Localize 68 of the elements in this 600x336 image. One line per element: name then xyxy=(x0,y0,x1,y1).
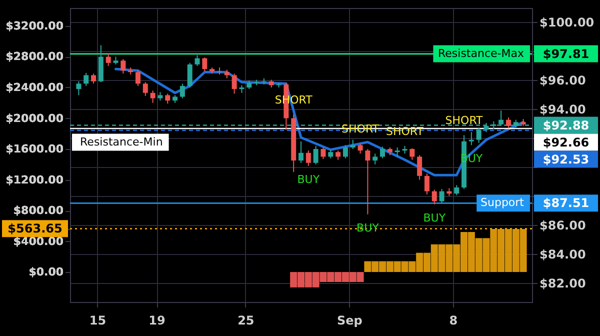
annotation: BUY xyxy=(356,221,380,234)
y-tick-label: $2400.00 xyxy=(6,80,64,94)
x-tick-label: 15 xyxy=(89,314,106,328)
candlestick xyxy=(342,144,348,159)
candlestick xyxy=(506,116,511,129)
candlestick xyxy=(320,146,326,160)
text: $92.53 xyxy=(542,152,590,166)
candlestick xyxy=(306,150,311,166)
y2-tick-label: $86.00 xyxy=(540,218,586,233)
candlestick xyxy=(135,70,140,86)
candlestick xyxy=(439,188,444,204)
ref-line-label: Support xyxy=(480,196,525,210)
candlestick xyxy=(410,148,415,160)
candlestick xyxy=(358,143,363,154)
candlestick xyxy=(165,93,170,104)
candlestick xyxy=(336,150,341,160)
candlestick xyxy=(432,189,437,205)
candlestick xyxy=(187,62,192,88)
candlestick xyxy=(120,58,126,74)
annotation: SHORT xyxy=(386,124,424,138)
candlestick xyxy=(76,80,82,96)
annotation: BUY xyxy=(297,172,320,186)
candlestick xyxy=(150,90,156,104)
text: $92.66 xyxy=(542,135,590,150)
candlestick xyxy=(424,173,430,195)
candlestick xyxy=(91,73,96,84)
candlestick xyxy=(194,54,200,66)
y-tick-label: $2800.00 xyxy=(6,50,64,64)
y2-tick-label: $84.00 xyxy=(540,248,586,262)
x-tick-label: 19 xyxy=(148,314,166,328)
candlestick xyxy=(84,72,89,86)
candlestick xyxy=(180,83,185,99)
candlestick xyxy=(380,146,386,159)
y-tick-label: $1200.00 xyxy=(6,173,64,186)
y2-tick-label: $97.81 xyxy=(542,46,590,61)
y-tick-label: $1600.00 xyxy=(6,142,64,156)
y2-tick-label: $82.00 xyxy=(540,276,586,291)
candlestick xyxy=(350,139,356,150)
ref-line-label: Resistance-Min xyxy=(80,135,163,148)
candlestick xyxy=(394,146,400,158)
ref-line-label: Resistance-Max xyxy=(438,46,524,60)
candlestick xyxy=(106,53,111,66)
text: $92.88 xyxy=(542,118,590,132)
candlestick xyxy=(365,148,370,215)
y-tick-label: $800.00 xyxy=(13,204,64,218)
candlestick xyxy=(372,153,378,165)
x-tick-label: Sep xyxy=(336,314,363,328)
y-tick-label: $3200.00 xyxy=(6,19,64,32)
y2-tick-label: $94.00 xyxy=(540,102,586,117)
candlestick xyxy=(313,145,318,165)
candlestick xyxy=(232,73,237,94)
y-tick-label: $400.00 xyxy=(13,234,64,248)
y-tick-label: $0.00 xyxy=(28,266,64,279)
y-tick-label: $563.65 xyxy=(8,222,62,236)
annotation: BUY xyxy=(423,211,446,224)
candlestick xyxy=(202,57,208,72)
y2-tick-label: $100.00 xyxy=(540,16,594,30)
candlestick xyxy=(454,184,460,196)
x-tick-label: 8 xyxy=(449,314,458,328)
x-tick-label: 25 xyxy=(238,314,254,328)
candlestick xyxy=(142,82,148,96)
y2-tick-label: $96.00 xyxy=(540,74,586,88)
y2-tick-label: $87.51 xyxy=(542,196,590,210)
candlestick xyxy=(417,154,422,180)
annotation: SHORT xyxy=(445,114,484,128)
candlestick xyxy=(298,140,304,164)
candlestick xyxy=(468,132,474,146)
y-tick-label: $2000.00 xyxy=(6,112,64,125)
